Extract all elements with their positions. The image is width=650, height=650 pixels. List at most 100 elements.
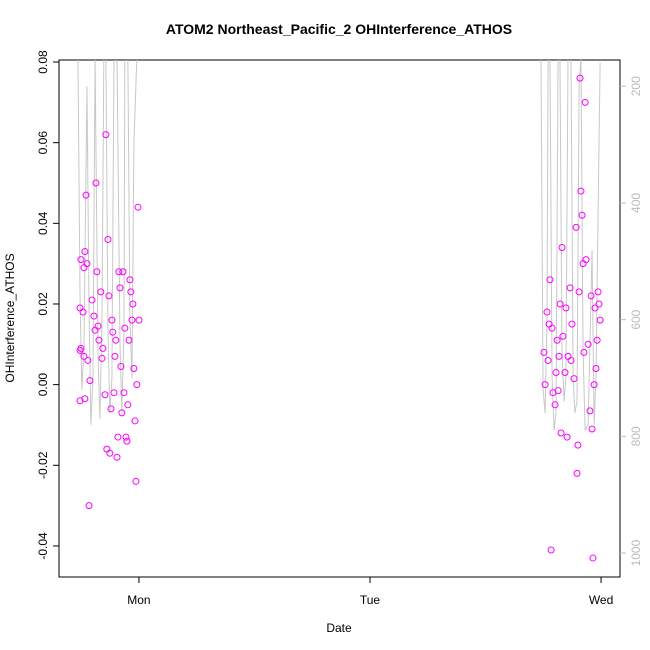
data-point xyxy=(567,356,575,364)
x-tick-label: Wed xyxy=(589,593,613,607)
data-point xyxy=(124,401,132,409)
data-point xyxy=(123,437,131,445)
data-point xyxy=(581,98,589,106)
data-point xyxy=(572,223,580,231)
data-point xyxy=(135,316,143,324)
y-tick-label: 0.08 xyxy=(36,50,50,74)
data-point xyxy=(590,381,598,389)
data-point xyxy=(577,187,585,195)
data-point xyxy=(106,449,114,457)
data-point xyxy=(98,354,106,362)
data-point xyxy=(118,409,126,417)
data-point xyxy=(548,324,556,332)
data-point xyxy=(593,336,601,344)
data-point xyxy=(79,308,87,316)
data-point xyxy=(121,324,129,332)
y-tick-label: 0.04 xyxy=(36,211,50,235)
data-point xyxy=(591,304,599,312)
data-point xyxy=(543,308,551,316)
data-point xyxy=(110,389,118,397)
data-point xyxy=(102,131,110,139)
data-point xyxy=(104,235,112,243)
data-point xyxy=(546,276,554,284)
data-point xyxy=(132,477,140,485)
data-point xyxy=(114,433,122,441)
y2-tick-label: 400 xyxy=(629,193,643,213)
data-point xyxy=(586,407,594,415)
data-point xyxy=(128,316,136,324)
data-point xyxy=(125,336,133,344)
data-point xyxy=(554,387,562,395)
data-point xyxy=(595,300,603,308)
data-point xyxy=(101,391,109,399)
y2-tick-label: 600 xyxy=(629,309,643,329)
data-point xyxy=(111,352,119,360)
data-point xyxy=(578,211,586,219)
data-point xyxy=(122,433,130,441)
y-tick-label: 0.06 xyxy=(36,131,50,155)
data-point xyxy=(547,546,555,554)
data-point xyxy=(556,300,564,308)
data-point xyxy=(95,336,103,344)
plot-box xyxy=(58,59,621,578)
y-axis-label: OHInterference_ATHOS xyxy=(3,253,17,382)
data-point xyxy=(561,369,569,377)
chart-title: ATOM2 Northeast_Pacific_2 OHInterference… xyxy=(166,21,512,37)
data-point xyxy=(551,401,559,409)
data-point xyxy=(129,300,137,308)
plot-area xyxy=(76,60,604,562)
data-point xyxy=(77,256,85,264)
data-point xyxy=(540,348,548,356)
data-point xyxy=(553,336,561,344)
data-point xyxy=(76,397,84,405)
data-point xyxy=(130,365,138,373)
data-point xyxy=(91,326,99,334)
data-point xyxy=(105,292,113,300)
data-point xyxy=(562,304,570,312)
data-point xyxy=(80,352,88,360)
y-tick-label: -0.02 xyxy=(36,451,50,479)
data-point xyxy=(107,405,115,413)
y2-tick-label: 1000 xyxy=(629,539,643,566)
data-point xyxy=(589,554,597,562)
data-point xyxy=(76,346,84,354)
data-point xyxy=(86,377,94,385)
data-point xyxy=(558,244,566,252)
x-tick-label: Mon xyxy=(127,593,150,607)
data-point xyxy=(120,389,128,397)
data-point xyxy=(127,288,135,296)
data-point xyxy=(97,288,105,296)
data-point xyxy=(84,356,92,364)
data-point xyxy=(552,369,560,377)
data-point xyxy=(584,340,592,348)
data-point xyxy=(559,332,567,340)
data-point xyxy=(92,179,100,187)
data-point xyxy=(82,191,90,199)
data-point xyxy=(555,352,563,360)
data-point xyxy=(99,344,107,352)
data-point xyxy=(573,469,581,477)
data-point xyxy=(134,203,142,211)
data-point xyxy=(115,268,123,276)
data-point xyxy=(119,268,127,276)
data-point xyxy=(81,248,89,256)
data-point xyxy=(112,336,120,344)
data-point xyxy=(88,296,96,304)
data-point xyxy=(579,260,587,268)
data-point xyxy=(580,348,588,356)
data-point xyxy=(116,284,124,292)
data-point xyxy=(108,316,116,324)
data-point xyxy=(568,320,576,328)
data-point xyxy=(109,328,117,336)
data-point xyxy=(566,284,574,292)
x-axis-label: Date xyxy=(326,621,352,635)
data-point xyxy=(575,288,583,296)
data-point xyxy=(596,316,604,324)
x-tick-label: Tue xyxy=(360,593,381,607)
data-point xyxy=(574,441,582,449)
data-point xyxy=(133,381,141,389)
data-point xyxy=(93,268,101,276)
y-tick-label: -0.04 xyxy=(36,532,50,560)
data-point xyxy=(594,288,602,296)
